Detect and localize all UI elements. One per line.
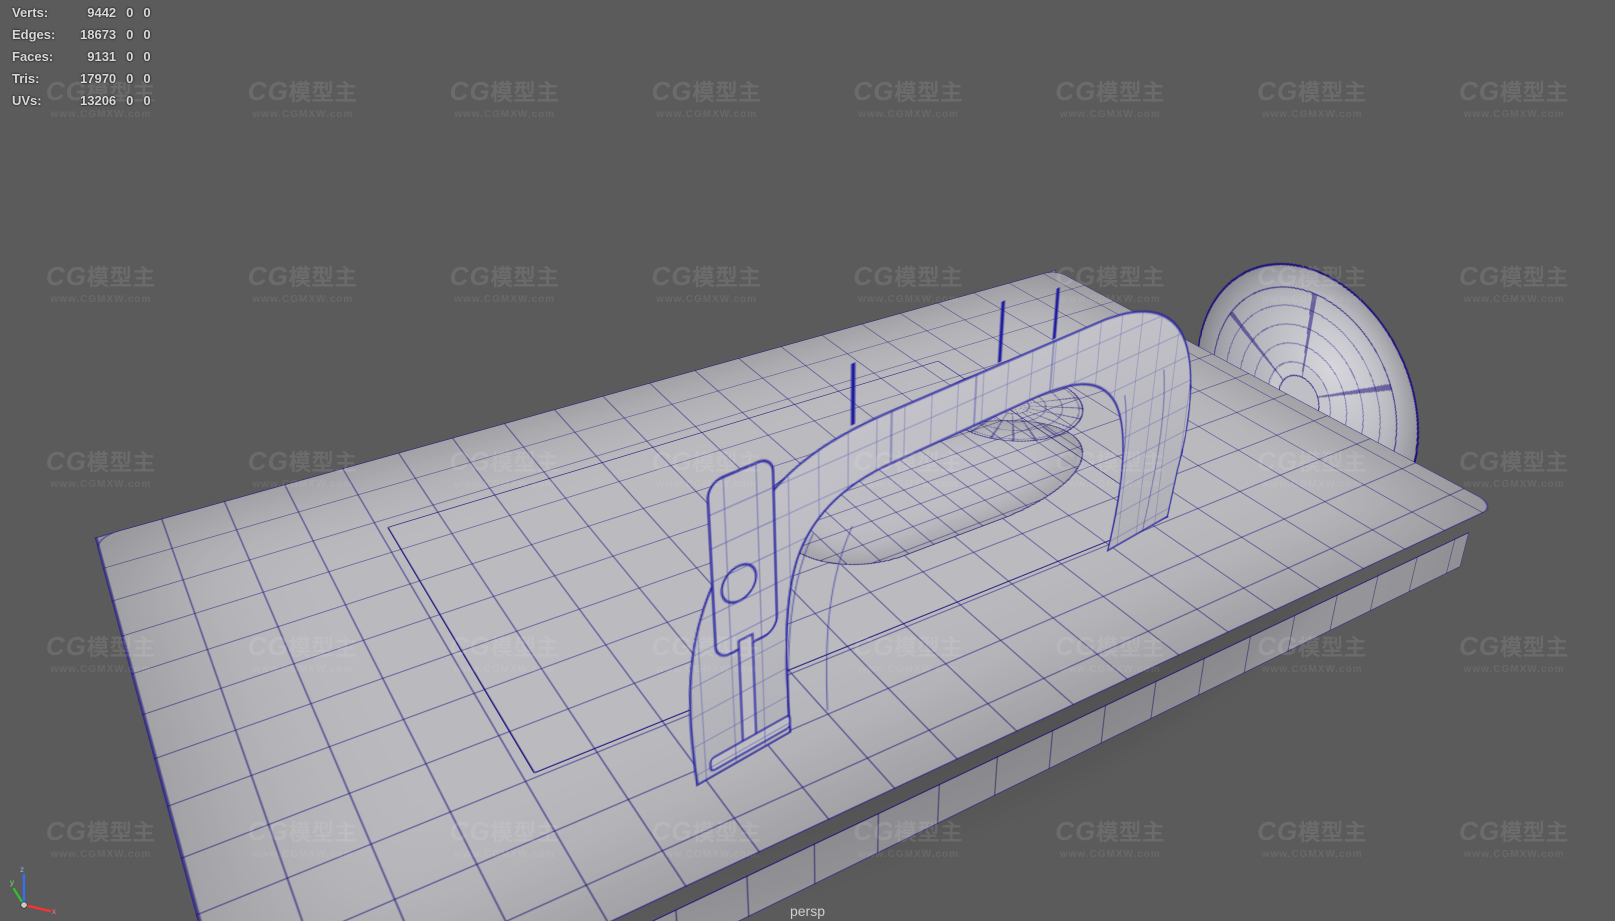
hud-value: 0: [126, 3, 143, 25]
hud-value: 0: [143, 3, 160, 25]
hud-value: 0: [126, 47, 143, 69]
hud-row: UVs:1320600: [12, 91, 161, 113]
hud-label: UVs:: [12, 91, 80, 113]
hud-value: 0: [126, 91, 143, 113]
hud-value: 0: [126, 69, 143, 91]
hud-row: Tris:1797000: [12, 69, 161, 91]
hud-value: 0: [126, 25, 143, 47]
polycount-hud: Verts:944200Edges:1867300Faces:913100Tri…: [12, 3, 161, 113]
hud-label: Faces:: [12, 47, 80, 69]
table-top: [100, 284, 1493, 921]
hud-label: Tris:: [12, 69, 80, 91]
svg-text:y: y: [10, 878, 14, 887]
hud-value: 17970: [80, 69, 126, 91]
scene-3d: [0, 0, 1615, 921]
svg-text:x: x: [52, 907, 56, 915]
hud-value: 0: [143, 91, 160, 113]
hud-label: Verts:: [12, 3, 80, 25]
hud-row: Verts:944200: [12, 3, 161, 25]
view-axis-gizmo[interactable]: x y z: [10, 861, 64, 915]
hud-label: Edges:: [12, 25, 80, 47]
hud-value: 9442: [80, 3, 126, 25]
maya-viewport[interactable]: CG模型主www.CGMXW.comCG模型主www.CGMXW.comCG模型…: [0, 0, 1615, 921]
hud-value: 18673: [80, 25, 126, 47]
hud-value: 0: [143, 25, 160, 47]
camera-name-label: persp: [790, 903, 825, 919]
hud-row: Faces:913100: [12, 47, 161, 69]
hud-value: 9131: [80, 47, 126, 69]
hud-value: 13206: [80, 91, 126, 113]
hud-value: 0: [143, 69, 160, 91]
svg-text:z: z: [20, 865, 24, 874]
hud-row: Edges:1867300: [12, 25, 161, 47]
hud-value: 0: [143, 47, 160, 69]
